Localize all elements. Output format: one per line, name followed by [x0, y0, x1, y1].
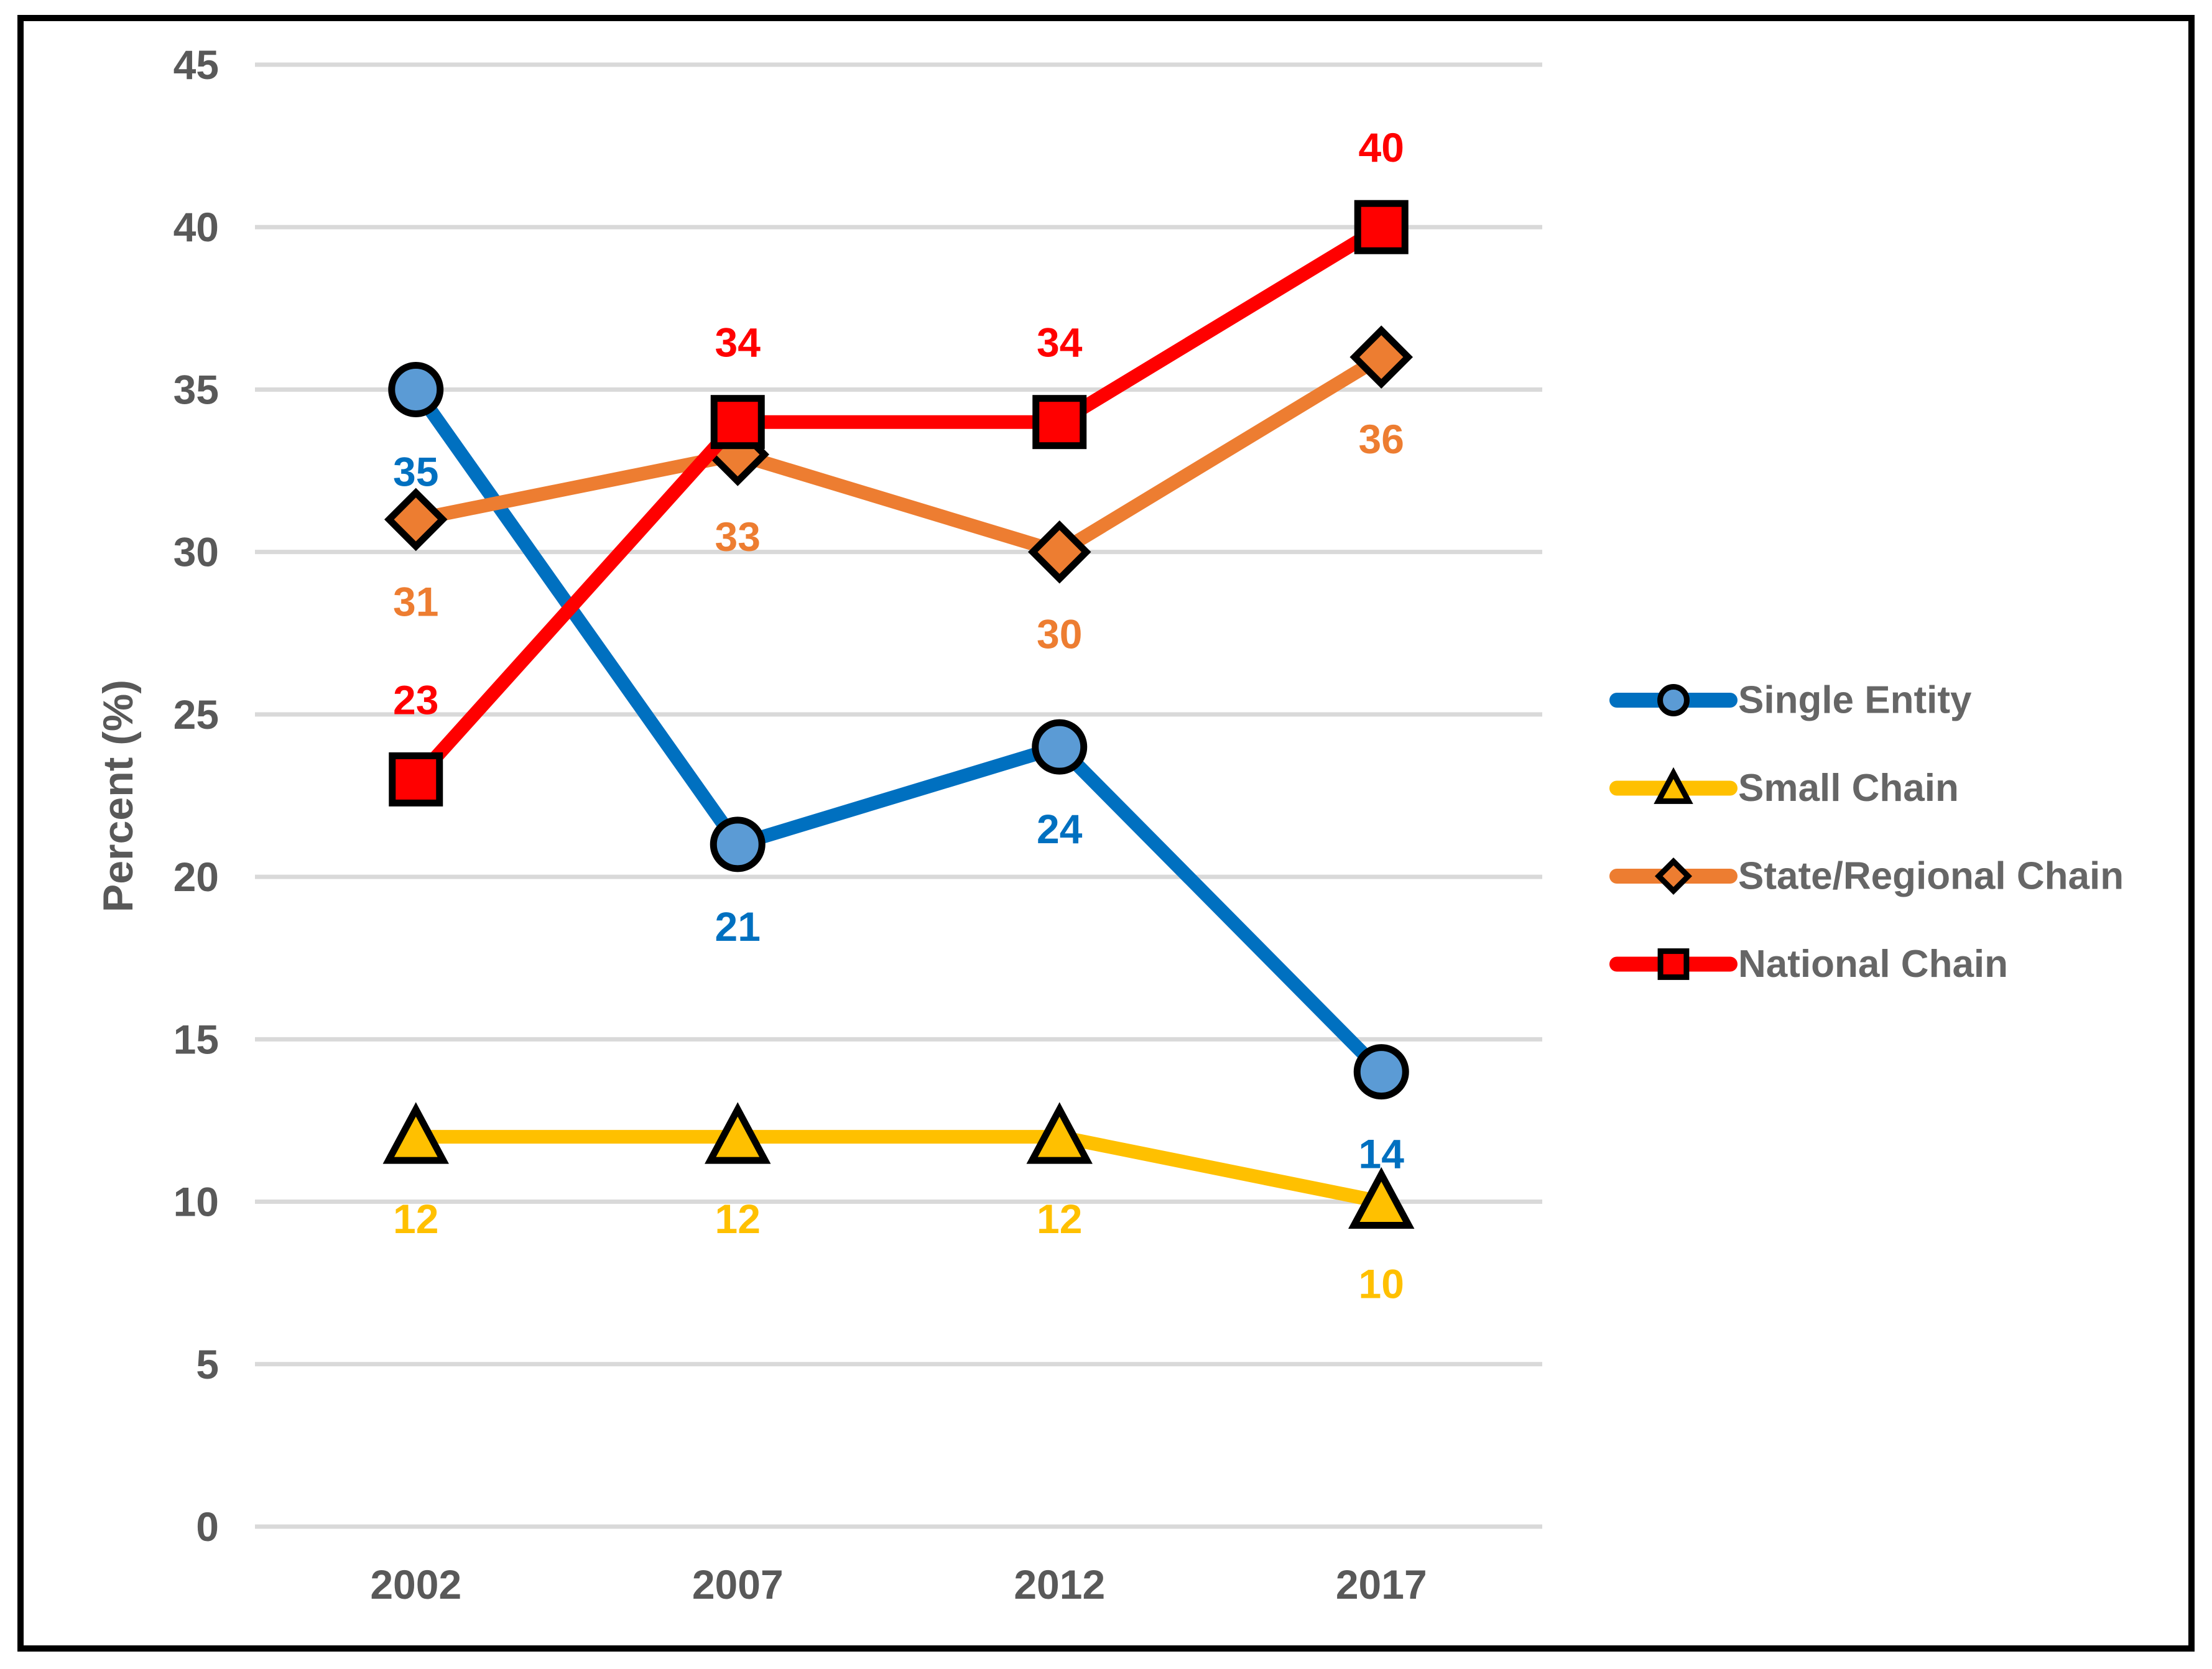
data-label: 33: [715, 514, 761, 560]
data-label: 40: [1359, 124, 1404, 170]
triangle-marker: [705, 1102, 771, 1164]
chart-outer-border: [17, 15, 2195, 1652]
y-tick-label: 45: [174, 42, 219, 88]
legend-circle-icon: [1657, 684, 1690, 716]
x-axis-labels: 2002 2007 2012 2017: [370, 1561, 1427, 1607]
circle-marker: [1353, 1044, 1409, 1100]
legend-square-icon: [1657, 948, 1690, 980]
x-axis-label: 2017: [1336, 1561, 1427, 1607]
square-marker: [389, 752, 443, 807]
legend-label: State/Regional Chain: [1738, 855, 2124, 898]
y-tick-label: 5: [196, 1341, 219, 1387]
series-state-regional-chain: [384, 325, 1414, 584]
series-line: [409, 382, 1389, 1079]
data-label: 21: [715, 904, 761, 950]
y-tick-label: 40: [174, 204, 219, 250]
data-label: 35: [393, 448, 438, 494]
legend-diamond-icon: [1654, 857, 1693, 895]
data-label: 12: [715, 1196, 761, 1242]
y-tick-label: 10: [174, 1179, 219, 1225]
legend-triangle-icon: [1654, 767, 1693, 804]
triangle-marker: [382, 1102, 449, 1164]
data-label: 36: [1359, 416, 1404, 462]
y-tick-label: 35: [174, 366, 219, 412]
square-marker: [1032, 395, 1087, 450]
y-axis-title: Percent (%): [95, 680, 142, 912]
series-small-chain: [382, 1102, 1415, 1229]
data-label: 34: [715, 320, 761, 366]
data-label: 10: [1359, 1261, 1404, 1307]
square-marker: [1354, 200, 1409, 254]
data-label: 14: [1359, 1131, 1405, 1177]
series-line: [409, 220, 1389, 787]
y-tick-label: 15: [174, 1016, 219, 1062]
series-single-entity: [388, 361, 1409, 1100]
x-axis-label: 2012: [1014, 1561, 1105, 1607]
diamond-marker: [1027, 520, 1091, 584]
legend-item: State/Regional Chain: [1609, 855, 2124, 898]
data-label: 23: [393, 677, 438, 723]
legend-item: National Chain: [1609, 943, 2008, 986]
y-tick-label: 30: [174, 529, 219, 575]
data-labels-layer: 35 21 24 14 12 12 12 10 31 33 30 36 23 34 34 40: [393, 124, 1404, 1306]
circle-marker: [1032, 719, 1088, 775]
data-label: 31: [393, 578, 438, 624]
x-axis-label: 2002: [370, 1561, 461, 1607]
x-axis-label: 2007: [692, 1561, 784, 1607]
legend-label: Small Chain: [1738, 767, 1959, 810]
triangle-marker: [1026, 1102, 1093, 1164]
series-layer: [382, 200, 1415, 1229]
legend: Single Entity Small Chain State/Regional C…: [1609, 679, 2124, 986]
y-tick-label: 25: [174, 691, 219, 737]
legend-item: Single Entity: [1609, 679, 1972, 722]
legend-label: Single Entity: [1738, 679, 1972, 722]
triangle-marker: [1348, 1167, 1415, 1229]
square-marker: [710, 395, 765, 450]
series-line: [409, 1130, 1389, 1209]
y-axis-tick-labels: 0 5 10 15 20 25 30 35 40 45: [174, 42, 219, 1550]
diamond-marker: [1349, 325, 1414, 389]
data-label: 12: [393, 1196, 438, 1242]
y-tick-label: 20: [174, 854, 219, 900]
legend-label: National Chain: [1738, 943, 2008, 986]
series-national-chain: [389, 200, 1409, 807]
legend-item: Small Chain: [1609, 767, 1959, 810]
circle-marker: [710, 816, 766, 872]
data-label: 30: [1037, 611, 1082, 657]
data-label: 24: [1037, 806, 1083, 852]
data-label: 34: [1037, 320, 1083, 366]
diamond-marker: [384, 488, 448, 552]
series-line: [409, 350, 1389, 559]
y-tick-label: 0: [196, 1504, 219, 1550]
circle-marker: [388, 361, 444, 417]
data-label: 12: [1037, 1196, 1082, 1242]
